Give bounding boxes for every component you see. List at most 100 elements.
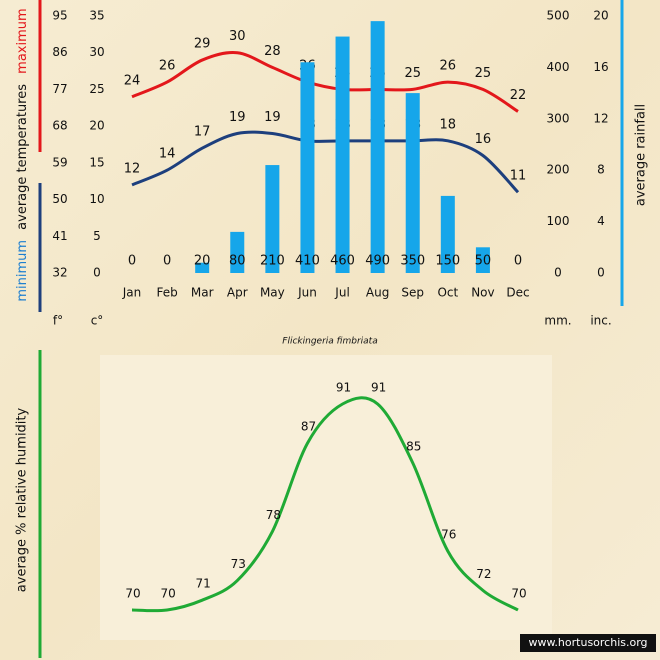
bar-label: 350 [400,254,425,269]
y-tick-label: 400 [547,60,570,74]
y-tick-label: 15 [89,155,104,169]
x-tick-label: Dec [506,286,529,300]
line-label: 17 [194,125,211,140]
x-tick-label: Apr [227,286,248,300]
line-label: 25 [475,66,492,81]
bar [405,93,420,273]
line-label: 70 [160,587,175,601]
bar [300,62,315,274]
min-label: minimum [15,240,30,302]
y-tick-label: 0 [597,266,605,280]
f-unit: f° [53,314,63,328]
x-tick-label: Oct [437,286,458,300]
bar-label: 490 [365,254,390,269]
bar [265,165,280,273]
bar [475,247,490,273]
x-tick-label: Mar [191,286,214,300]
y-tick-label: 86 [52,45,67,59]
line [131,396,519,613]
line-label: 91 [336,381,351,395]
line-label: 70 [511,587,526,601]
line-label: 87 [301,420,316,434]
x-tick-label: May [260,286,285,300]
y-tick-label: 100 [547,214,570,228]
line-label: 71 [196,577,211,591]
y-axis-title: minimum average temperatures maximum [15,8,30,301]
bar-label: 0 [514,254,522,269]
x-tick-label: Aug [366,286,389,300]
line-label: 25 [404,66,421,81]
line-label: 19 [264,110,281,125]
temp-label: average temperatures [15,84,30,230]
bar-label: 0 [128,254,136,269]
y-tick-label: 20 [593,9,608,23]
footer: www.hortusorchis.org [528,636,647,649]
max-label: maximum [15,8,30,74]
bar-label: 410 [295,254,320,269]
humidity-axis-title: average % relative humidity [15,407,30,592]
y-tick-label: 50 [52,192,67,206]
bar-label: 0 [163,254,171,269]
line-label: 30 [229,29,246,44]
x-tick-label: Feb [156,286,177,300]
inch-unit: inc. [590,314,611,328]
y-tick-label: 59 [52,155,67,169]
x-tick-label: Nov [471,286,494,300]
line-label: 11 [510,169,527,184]
y-tick-label: 12 [593,111,608,125]
line-label: 16 [475,132,492,147]
bar [195,262,210,273]
bar [370,21,385,273]
y-tick-label: 77 [52,82,67,96]
bar [230,231,245,273]
y-tick-label: 200 [547,163,570,177]
y-tick-label: 8 [597,163,605,177]
c-unit: c° [91,314,104,328]
line-label: 29 [194,37,211,52]
y-tick-label: 25 [89,82,104,96]
line-label: 18 [440,117,457,132]
bar [335,36,350,274]
y-tick-label: 68 [52,119,67,133]
y-tick-label: 500 [547,9,570,23]
line-label: 73 [231,557,246,571]
line-label: 26 [159,59,176,74]
bar-label: 80 [229,254,246,269]
y-tick-label: 20 [89,119,104,133]
y-tick-label: 0 [554,266,562,280]
line-label: 72 [476,567,491,581]
line-label: 12 [124,161,141,176]
bar-label: 210 [260,254,285,269]
line-label: 78 [266,508,281,522]
y-tick-label: 32 [52,266,67,280]
line [131,50,519,113]
line-label: 85 [406,439,421,453]
line [131,130,520,194]
line-label: 70 [125,587,140,601]
x-tick-label: Sep [401,286,424,300]
y-tick-label: 16 [593,60,608,74]
x-tick-label: Jun [297,286,317,300]
y-tick-label: 300 [547,111,570,125]
line-label: 26 [440,59,457,74]
y-tick-label: 5 [93,229,101,243]
bar-label: 50 [475,254,492,269]
line-label: 76 [441,528,456,542]
bar-label: 460 [330,254,355,269]
line-label: 19 [229,110,246,125]
line-label: 28 [264,44,281,59]
y-tick-label: 35 [89,9,104,23]
y-tick-label: 10 [89,192,104,206]
y-tick-label: 30 [89,45,104,59]
y-tick-label: 4 [597,214,605,228]
mm-unit: mm. [544,314,571,328]
y2-axis-title: average rainfall [634,104,649,206]
humidity-panel [100,355,552,640]
y-tick-label: 0 [93,266,101,280]
chart-title: Flickingeria fimbriata [282,337,377,347]
y-tick-label: 95 [52,9,67,23]
x-tick-label: Jul [334,286,349,300]
x-tick-label: Jan [122,286,142,300]
